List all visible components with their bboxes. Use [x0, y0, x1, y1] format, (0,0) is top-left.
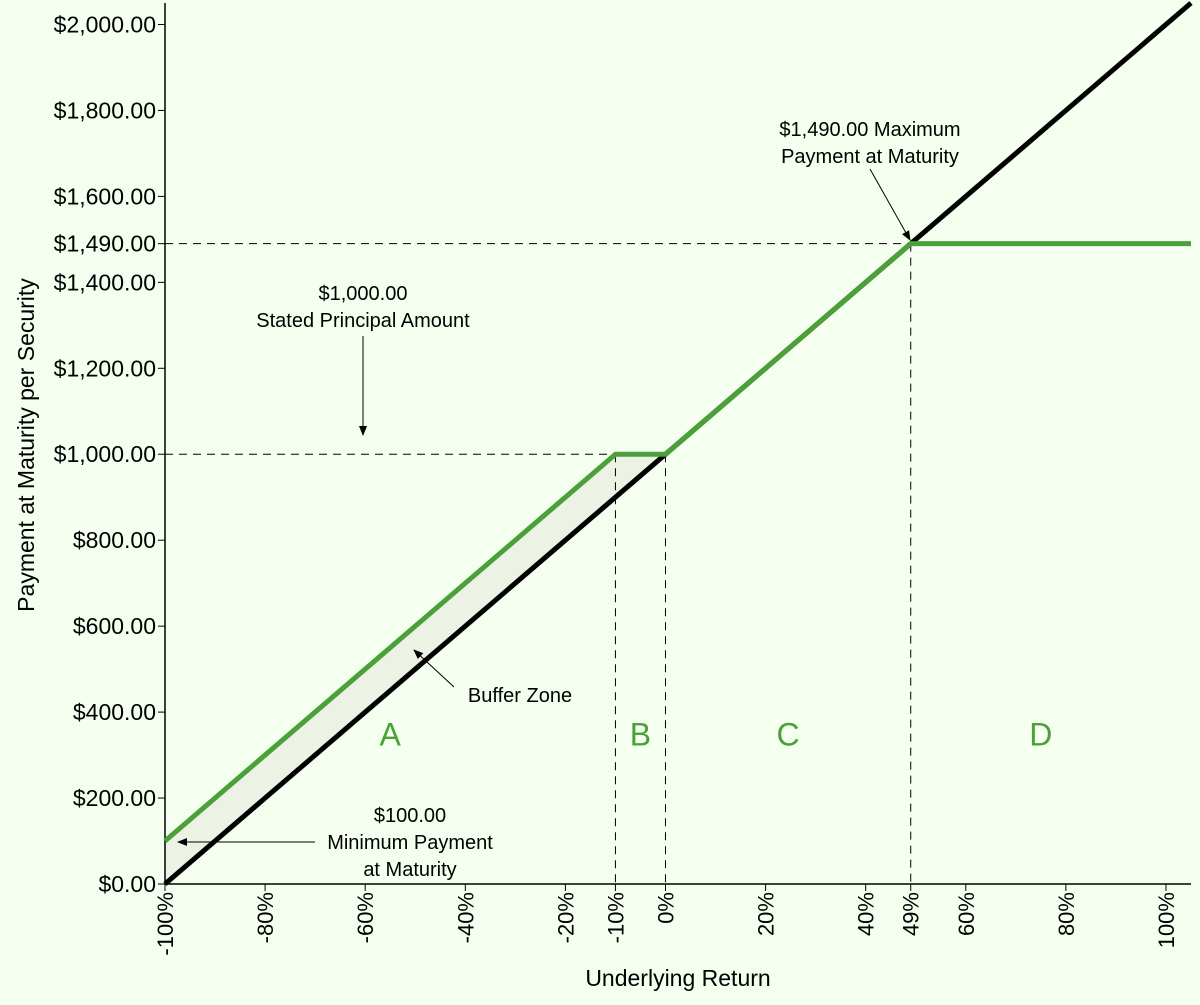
- min-payment-annotation-line: at Maturity: [363, 859, 456, 881]
- x-tick-label: 80%: [1054, 892, 1079, 936]
- max-payment-annotation-line: $1,490.00 Maximum: [779, 119, 960, 141]
- x-tick-label: -40%: [453, 892, 478, 943]
- y-tick-label: $800.00: [73, 527, 156, 553]
- y-tick-label: $1,400.00: [54, 269, 156, 295]
- y-tick-label: $1,490.00: [54, 231, 156, 257]
- region-label-d: D: [1029, 717, 1052, 753]
- stated-principal-annotation-line: $1,000.00: [319, 283, 408, 305]
- region-label-c: C: [777, 717, 800, 753]
- y-tick-label: $1,600.00: [54, 183, 156, 209]
- x-tick-label: 20%: [754, 892, 779, 936]
- x-tick-label: 49%: [899, 892, 924, 936]
- y-tick-label: $0.00: [98, 871, 156, 897]
- y-tick-label: $1,800.00: [54, 97, 156, 123]
- y-tick-label: $600.00: [73, 613, 156, 639]
- max-payment-annotation-line: Payment at Maturity: [781, 146, 959, 168]
- x-tick-label: -100%: [153, 892, 178, 956]
- x-tick-label: -20%: [553, 892, 578, 943]
- x-tick-label: 0%: [653, 892, 678, 924]
- x-tick-label: -10%: [603, 892, 628, 943]
- max-payment-arrow: [869, 168, 911, 241]
- x-axis-title: Underlying Return: [585, 965, 770, 991]
- region-label-a: A: [380, 717, 402, 753]
- y-tick-label: $1,000.00: [54, 441, 156, 467]
- region-label-b: B: [630, 717, 651, 753]
- payment-at-maturity-line: [163, 241, 1191, 843]
- x-tick-label: 100%: [1154, 892, 1179, 948]
- y-tick-label: $1,200.00: [54, 355, 156, 381]
- y-tick-label: $200.00: [73, 785, 156, 811]
- x-tick-label: 60%: [954, 892, 979, 936]
- min-payment-annotation-line: $100.00: [374, 805, 446, 827]
- min-payment-annotation-line: Minimum Payment: [327, 832, 493, 854]
- x-tick-label: 40%: [854, 892, 879, 936]
- y-tick-label: $2,000.00: [54, 11, 156, 37]
- x-tick-label: -60%: [353, 892, 378, 943]
- buffer-zone-annotation-line: Buffer Zone: [468, 685, 572, 707]
- x-tick-label: -80%: [253, 892, 278, 943]
- y-tick-label: $400.00: [73, 699, 156, 725]
- stated-principal-annotation-line: Stated Principal Amount: [256, 310, 470, 332]
- buffer-zone-arrow: [413, 649, 455, 688]
- y-axis-title: Payment at Maturity per Security: [13, 278, 39, 612]
